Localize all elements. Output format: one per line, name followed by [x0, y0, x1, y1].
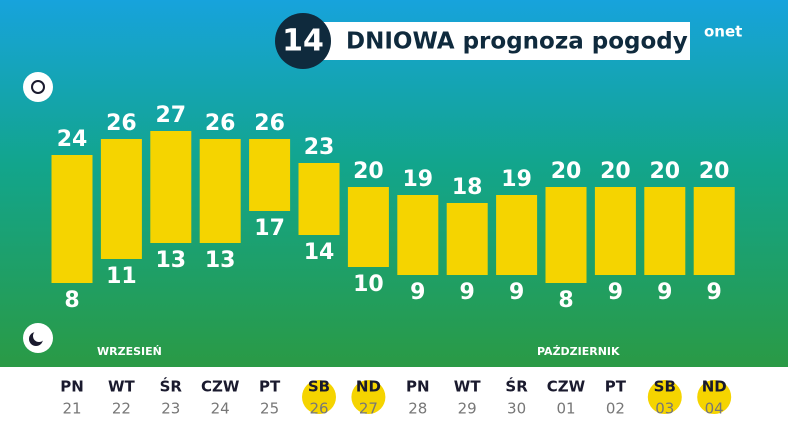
day-label: SB: [654, 378, 676, 396]
max-label: 18: [452, 175, 483, 200]
date-label: 23: [161, 400, 180, 418]
day-label: WT: [454, 378, 482, 396]
min-label: 10: [353, 272, 384, 297]
max-label: 20: [353, 159, 384, 184]
month-label: WRZESIEŃ: [97, 345, 162, 358]
bar: [693, 187, 735, 275]
min-label: 9: [707, 280, 722, 305]
date-label: 25: [260, 400, 279, 418]
day-label: ŚR: [160, 377, 183, 396]
max-label: 24: [57, 127, 88, 152]
max-label: 27: [155, 103, 186, 128]
min-label: 13: [155, 248, 186, 273]
sun-icon: [23, 72, 53, 102]
weekend-highlight: [302, 380, 336, 414]
date-label: 04: [705, 400, 724, 418]
bar: [100, 139, 142, 259]
bar: [51, 155, 93, 283]
moon-icon: [23, 323, 53, 353]
day-label: WT: [108, 378, 136, 396]
max-label: 20: [699, 159, 730, 184]
bar: [249, 139, 291, 211]
min-label: 9: [608, 280, 623, 305]
min-label: 14: [304, 240, 335, 265]
min-label: 9: [509, 280, 524, 305]
bar: [594, 187, 636, 275]
title-badge: [275, 13, 331, 69]
day-label: PN: [406, 378, 430, 396]
max-label: 26: [106, 111, 137, 136]
brand: onet: [704, 23, 742, 41]
min-label: 13: [205, 248, 236, 273]
date-label: 28: [408, 400, 427, 418]
date-label: 24: [211, 400, 230, 418]
bar: [298, 163, 340, 235]
day-label: CZW: [201, 378, 240, 396]
max-label: 26: [205, 111, 236, 136]
min-label: 8: [558, 288, 573, 313]
bar: [199, 139, 241, 243]
min-label: 9: [410, 280, 425, 305]
max-label: 23: [304, 135, 335, 160]
title-number: 14: [282, 24, 324, 59]
date-label: 27: [359, 400, 378, 418]
day-label: ŚR: [505, 377, 528, 396]
bar: [347, 187, 389, 267]
day-label: ND: [356, 378, 381, 396]
date-label: 21: [62, 400, 81, 418]
title-box: [285, 22, 690, 60]
max-label: 26: [254, 111, 285, 136]
month-label: PAŹDZIERNIK: [537, 345, 620, 358]
date-label: 03: [655, 400, 674, 418]
min-label: 8: [64, 288, 79, 313]
bar: [496, 195, 538, 275]
max-label: 19: [501, 167, 532, 192]
day-label: SB: [308, 378, 330, 396]
bar: [644, 187, 686, 275]
min-label: 9: [657, 280, 672, 305]
bar: [150, 131, 192, 243]
weekend-highlight: [697, 380, 732, 414]
date-label: 29: [458, 400, 477, 418]
date-label: 30: [507, 400, 526, 418]
date-label: 01: [556, 400, 575, 418]
day-label: ND: [702, 378, 727, 396]
date-label: 26: [309, 400, 328, 418]
day-label: CZW: [547, 378, 586, 396]
weekend-highlight: [351, 380, 386, 414]
day-label: PN: [60, 378, 84, 396]
min-label: 9: [460, 280, 475, 305]
bar: [397, 195, 439, 275]
weekend-highlight: [647, 380, 682, 414]
max-label: 20: [551, 159, 582, 184]
bar: [545, 187, 587, 283]
min-label: 17: [254, 216, 285, 241]
day-label: PT: [605, 378, 627, 396]
bar: [446, 203, 488, 275]
min-label: 11: [106, 264, 137, 289]
max-label: 20: [649, 159, 680, 184]
day-label: PT: [259, 378, 281, 396]
max-label: 19: [402, 167, 433, 192]
date-label: 22: [112, 400, 131, 418]
max-label: 20: [600, 159, 631, 184]
date-label: 02: [606, 400, 625, 418]
chart-title: DNIOWA prognoza pogody: [346, 29, 688, 55]
